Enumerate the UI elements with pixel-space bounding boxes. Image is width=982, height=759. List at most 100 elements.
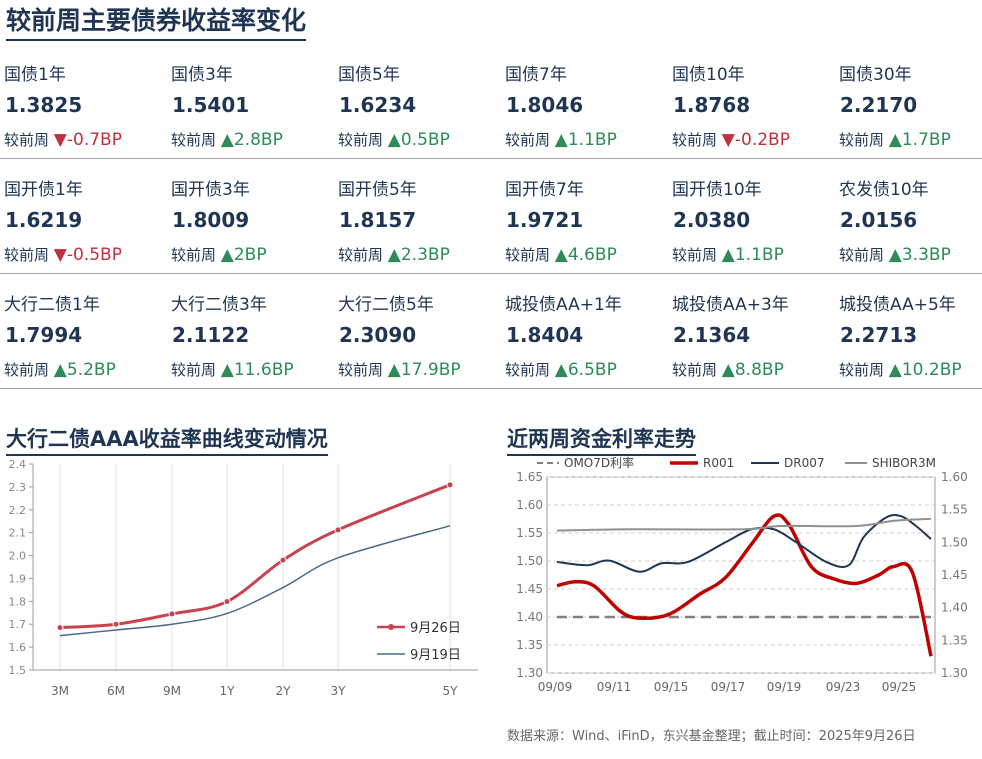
legend-label: R001 — [703, 456, 734, 470]
data-point — [112, 620, 120, 628]
y-tick-label: 1.9 — [9, 572, 27, 585]
change-value: ▲8.8BP — [721, 360, 784, 380]
bond-yield: 2.1364 — [673, 323, 751, 347]
y-right-tick-label: 1.35 — [941, 633, 968, 647]
bond-yield: 2.1122 — [172, 323, 250, 347]
week-change: 较前周 ▲5.2BP — [4, 359, 116, 380]
x-tick-label: 3M — [51, 684, 69, 698]
change-prefix: 较前周 — [171, 131, 217, 149]
y-left-tick-label: 1.40 — [516, 610, 543, 624]
yield-row: 国开债1年 1.6219 较前周 ▼-0.5BP 国开债3年 1.8009 较前周 ▲2B… — [0, 159, 982, 274]
bond-yield: 1.5401 — [172, 93, 250, 117]
week-change: 较前周 ▼-0.7BP — [4, 129, 122, 150]
bond-name: 国债10年 — [672, 65, 745, 85]
change-prefix: 较前周 — [839, 361, 885, 379]
change-prefix: 较前周 — [171, 361, 217, 379]
change-value: ▼-0.2BP — [721, 130, 790, 150]
week-change: 较前周 ▲0.5BP — [338, 129, 450, 150]
yield-cell: 国债10年 1.8768 较前周 ▼-0.2BP — [668, 44, 835, 159]
legend-label: SHIBOR3M — [872, 456, 936, 470]
week-change: 较前周 ▼-0.5BP — [4, 244, 122, 265]
yield-cell: 国债5年 1.6234 较前周 ▲0.5BP — [334, 44, 501, 159]
x-tick-label: 09/23 — [826, 680, 861, 694]
yield-cell: 国债1年 1.3825 较前周 ▼-0.7BP — [0, 44, 167, 159]
change-value: ▲10.2BP — [888, 360, 962, 380]
y-left-tick-label: 1.50 — [516, 554, 543, 568]
data-point — [446, 481, 454, 489]
yield-cell: 城投债AA+1年 1.8404 较前周 ▲6.5BP — [501, 274, 668, 389]
bond-yield: 2.0156 — [840, 208, 918, 232]
y-tick-label: 1.8 — [9, 595, 27, 608]
x-tick-label: 09/11 — [597, 680, 632, 694]
bond-yield: 2.0380 — [673, 208, 751, 232]
data-point — [168, 610, 176, 618]
change-prefix: 较前周 — [4, 131, 50, 149]
change-prefix: 较前周 — [672, 131, 718, 149]
change-value: ▲6.5BP — [554, 360, 617, 380]
y-left-tick-label: 1.55 — [516, 526, 543, 540]
y-right-tick-label: 1.40 — [941, 601, 968, 615]
week-change: 较前周 ▲2.3BP — [338, 244, 450, 265]
yield-cell: 国债7年 1.8046 较前周 ▲1.1BP — [501, 44, 668, 159]
x-tick-label: 3Y — [331, 684, 347, 698]
change-prefix: 较前周 — [505, 361, 551, 379]
bond-name: 国债1年 — [4, 65, 66, 85]
week-change: 较前周 ▲17.9BP — [338, 359, 461, 380]
x-tick-label: 09/09 — [538, 680, 573, 694]
legend-label: DR007 — [784, 456, 824, 470]
change-value: ▲1.1BP — [554, 130, 617, 150]
y-tick-label: 2.4 — [9, 458, 27, 471]
change-prefix: 较前周 — [171, 246, 217, 264]
bond-yield: 1.8768 — [673, 93, 751, 117]
curve-chart-title: 大行二债AAA收益率曲线变动情况 — [6, 425, 328, 456]
legend-marker — [388, 624, 394, 630]
change-value: ▲5.2BP — [53, 360, 116, 380]
change-value: ▲2.8BP — [220, 130, 283, 150]
y-left-tick-label: 1.65 — [516, 470, 543, 484]
bond-name: 城投债AA+3年 — [672, 295, 789, 315]
week-change: 较前周 ▲11.6BP — [171, 359, 294, 380]
x-tick-label: 09/15 — [654, 680, 689, 694]
bond-yield: 2.3090 — [339, 323, 417, 347]
y-tick-label: 1.7 — [9, 618, 27, 631]
x-tick-label: 09/17 — [711, 680, 746, 694]
bond-name: 大行二债1年 — [4, 295, 100, 315]
change-value: ▲11.6BP — [220, 360, 294, 380]
week-change: 较前周 ▲1.7BP — [839, 129, 951, 150]
change-value: ▲4.6BP — [554, 245, 617, 265]
bond-name: 国债30年 — [839, 65, 912, 85]
week-change: 较前周 ▲2.8BP — [171, 129, 283, 150]
change-prefix: 较前周 — [839, 246, 885, 264]
y-right-tick-label: 1.60 — [941, 470, 968, 484]
bond-name: 国开债3年 — [171, 180, 250, 200]
yield-row: 国债1年 1.3825 较前周 ▼-0.7BP 国债3年 1.5401 较前周 ▲2.8B… — [0, 44, 982, 159]
bond-name: 农发债10年 — [839, 180, 929, 200]
y-tick-label: 2.3 — [9, 481, 27, 494]
week-change: 较前周 ▲3.3BP — [839, 244, 951, 265]
x-tick-label: 1Y — [220, 684, 236, 698]
yield-row: 大行二债1年 1.7994 较前周 ▲5.2BP 大行二债3年 2.1122 较前周 ▲1… — [0, 274, 982, 389]
yield-cell: 国债3年 1.5401 较前周 ▲2.8BP — [167, 44, 334, 159]
y-right-tick-label: 1.45 — [941, 568, 968, 582]
change-prefix: 较前周 — [4, 246, 50, 264]
y-tick-label: 1.6 — [9, 641, 27, 654]
y-tick-label: 1.5 — [9, 664, 27, 677]
yield-cell: 国开债3年 1.8009 较前周 ▲2BP — [167, 159, 334, 274]
yield-cell: 国开债5年 1.8157 较前周 ▲2.3BP — [334, 159, 501, 274]
bond-yield: 1.6219 — [5, 208, 83, 232]
yield-cell: 国开债1年 1.6219 较前周 ▼-0.5BP — [0, 159, 167, 274]
change-value: ▲3.3BP — [888, 245, 951, 265]
y-right-tick-label: 1.55 — [941, 503, 968, 517]
series-line — [556, 514, 932, 573]
data-point — [223, 598, 231, 606]
bond-yield: 2.2170 — [840, 93, 918, 117]
yield-cell: 国债30年 2.2170 较前周 ▲1.7BP — [835, 44, 982, 159]
y-right-tick-label: 1.50 — [941, 535, 968, 549]
change-prefix: 较前周 — [4, 361, 50, 379]
change-value: ▲2.3BP — [387, 245, 450, 265]
x-tick-label: 6M — [107, 684, 125, 698]
week-change: 较前周 ▲2BP — [171, 244, 267, 265]
bond-yield: 1.8046 — [506, 93, 584, 117]
yield-cell: 大行二债5年 2.3090 较前周 ▲17.9BP — [334, 274, 501, 389]
series-line — [556, 517, 932, 532]
